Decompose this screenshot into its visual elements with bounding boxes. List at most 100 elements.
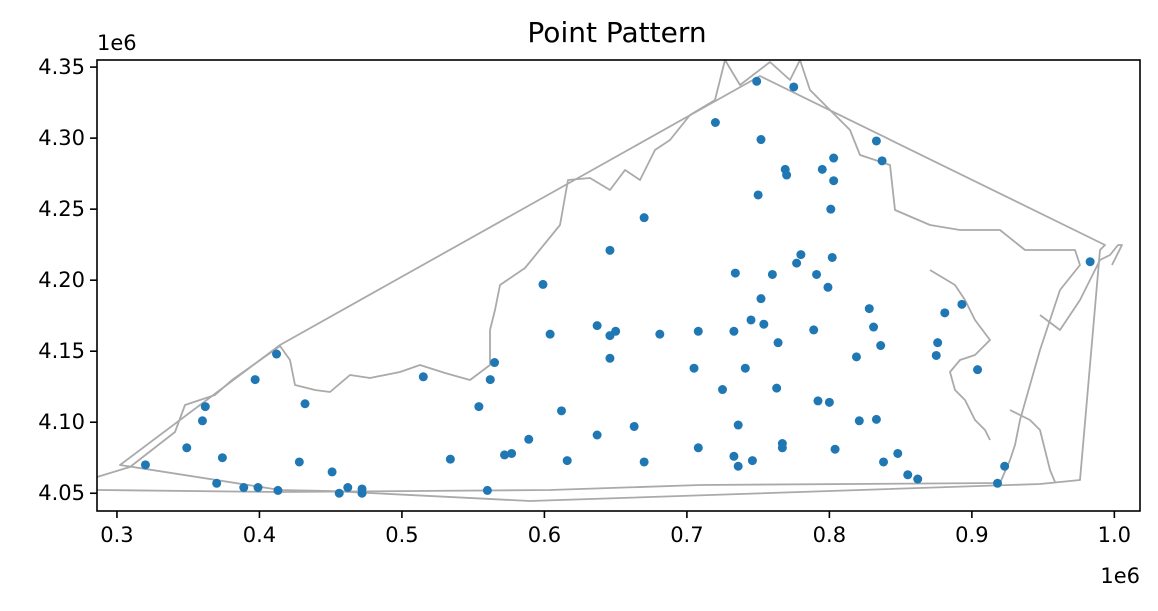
x-axis-offset-label: 1e6 [1100, 564, 1140, 588]
data-point [817, 164, 827, 174]
data-point [877, 156, 887, 166]
data-points [140, 76, 1095, 498]
data-point [538, 279, 548, 289]
y-tick-label: 4.10 [38, 410, 85, 434]
data-point [869, 322, 879, 332]
coastline-detail [1039, 244, 1123, 331]
y-tick-label: 4.30 [38, 126, 85, 150]
data-point [689, 363, 699, 373]
data-point [893, 448, 903, 458]
data-point [718, 385, 728, 395]
data-point [826, 204, 836, 214]
data-point [729, 451, 739, 461]
convex-hull-outline [119, 75, 1106, 502]
data-point [490, 358, 500, 368]
data-point [829, 176, 839, 186]
y-axis-offset-label: 1e6 [97, 31, 137, 55]
y-tick-label: 4.35 [38, 55, 85, 79]
data-point [655, 329, 665, 339]
data-point [605, 245, 615, 255]
data-point [772, 383, 782, 393]
data-point [545, 329, 555, 339]
x-tick-label: 0.3 [100, 523, 133, 547]
data-point [756, 135, 766, 145]
data-point [871, 414, 881, 424]
data-point [605, 353, 615, 363]
x-axis-ticks: 0.3 0.4 0.5 0.6 0.7 0.8 0.9 1.0 [100, 511, 1131, 547]
data-point [973, 365, 983, 375]
data-point [851, 352, 861, 362]
data-point [879, 457, 889, 467]
data-point [418, 372, 428, 382]
data-point [140, 460, 150, 470]
data-point [357, 488, 367, 498]
data-point [759, 319, 769, 329]
data-point [746, 315, 756, 325]
coastline-detail [929, 269, 991, 441]
data-point [747, 456, 757, 466]
data-point [752, 76, 762, 86]
y-tick-label: 4.05 [38, 481, 85, 505]
data-point [733, 420, 743, 430]
data-point [562, 456, 572, 466]
data-point [250, 375, 260, 385]
x-tick-label: 0.8 [813, 523, 846, 547]
state-boundary [96, 59, 1123, 502]
data-point [796, 250, 806, 260]
data-point [777, 443, 787, 453]
y-tick-label: 4.15 [38, 339, 85, 363]
data-point [500, 450, 510, 460]
data-point [827, 252, 837, 262]
data-point [913, 474, 923, 484]
data-point [792, 258, 802, 268]
x-tick-label: 1.0 [1098, 523, 1131, 547]
data-point [854, 416, 864, 426]
data-point [200, 402, 210, 412]
x-tick-label: 0.7 [670, 523, 703, 547]
data-point [876, 341, 886, 351]
chart-title: Point Pattern [527, 16, 706, 49]
data-point [756, 294, 766, 304]
data-point [639, 213, 649, 223]
data-point [864, 304, 874, 314]
data-point [557, 406, 567, 416]
data-point [773, 338, 783, 348]
data-point [730, 268, 740, 278]
data-point [334, 488, 344, 498]
y-tick-label: 4.20 [38, 268, 85, 292]
data-point [1085, 257, 1095, 267]
data-point [445, 454, 455, 464]
data-point [993, 478, 1003, 488]
data-point [327, 467, 337, 477]
x-tick-label: 0.6 [528, 523, 561, 547]
plot-frame [96, 59, 1141, 512]
data-point [767, 269, 777, 279]
data-point [294, 457, 304, 467]
data-point [931, 350, 941, 360]
data-point [343, 483, 353, 493]
x-tick-label: 0.9 [955, 523, 988, 547]
data-point [782, 170, 792, 180]
data-point [300, 399, 310, 409]
data-point [753, 190, 763, 200]
data-point [830, 444, 840, 454]
data-point [813, 396, 823, 406]
data-point [733, 461, 743, 471]
data-point [639, 457, 649, 467]
data-point [710, 118, 720, 128]
data-point [940, 308, 950, 318]
data-point [592, 321, 602, 331]
data-point [592, 430, 602, 440]
data-point [197, 416, 207, 426]
data-point [740, 363, 750, 373]
data-point [605, 331, 615, 341]
data-point [239, 483, 249, 493]
data-point [693, 443, 703, 453]
data-point [871, 136, 881, 146]
data-point [474, 402, 484, 412]
data-point [217, 453, 227, 463]
data-point [933, 338, 943, 348]
data-point [824, 397, 834, 407]
data-point [829, 153, 839, 163]
